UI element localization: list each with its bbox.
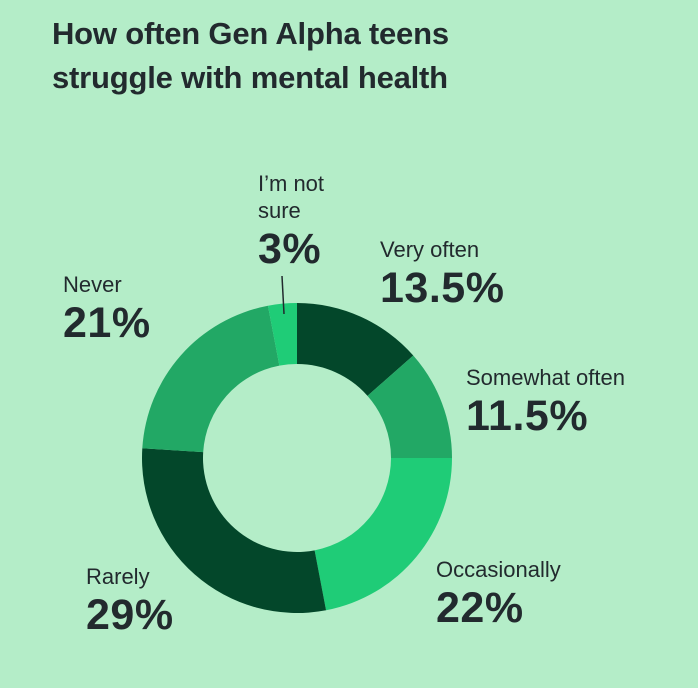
label-occasionally: Occasionally 22% (436, 556, 561, 633)
slice-never (142, 305, 280, 453)
slice-label-not-sure-line-2: sure (258, 198, 301, 223)
slice-value-very-often: 13.5% (380, 264, 505, 312)
slice-value-occasionally: 22% (436, 584, 524, 632)
slice-rarely (142, 448, 327, 613)
slice-somewhat-often (367, 355, 452, 458)
slice-label-somewhat-often: Somewhat often (466, 365, 625, 390)
slice-i-m-not-sure (267, 303, 297, 366)
slice-occasionally (314, 458, 452, 611)
label-very-often: Very often 13.5% (380, 236, 504, 313)
slice-value-not-sure: 3% (258, 225, 322, 273)
slice-label-not-sure: I’m not sure (258, 170, 324, 224)
slice-label-occasionally: Occasionally (436, 557, 561, 582)
label-not-sure: I’m not sure 3% (258, 170, 324, 274)
leader-line-not-sure (281, 275, 285, 315)
label-somewhat-often: Somewhat often 11.5% (466, 364, 625, 441)
slice-label-never: Never (63, 272, 122, 297)
label-never: Never 21% (63, 271, 151, 348)
slice-label-rarely: Rarely (86, 564, 150, 589)
slice-label-very-often: Very often (380, 237, 480, 262)
slice-value-somewhat-often: 11.5% (466, 392, 589, 440)
slice-very-often (297, 303, 414, 396)
label-rarely: Rarely 29% (86, 563, 174, 640)
slice-value-never: 21% (63, 299, 151, 347)
chart-title-line-1: How often Gen Alpha teens (52, 16, 449, 51)
chart-title: How often Gen Alpha teens struggle with … (52, 12, 652, 100)
slice-label-not-sure-line-1: I’m not (258, 171, 325, 196)
chart-title-line-2: struggle with mental health (52, 60, 448, 95)
slice-value-rarely: 29% (86, 591, 174, 639)
